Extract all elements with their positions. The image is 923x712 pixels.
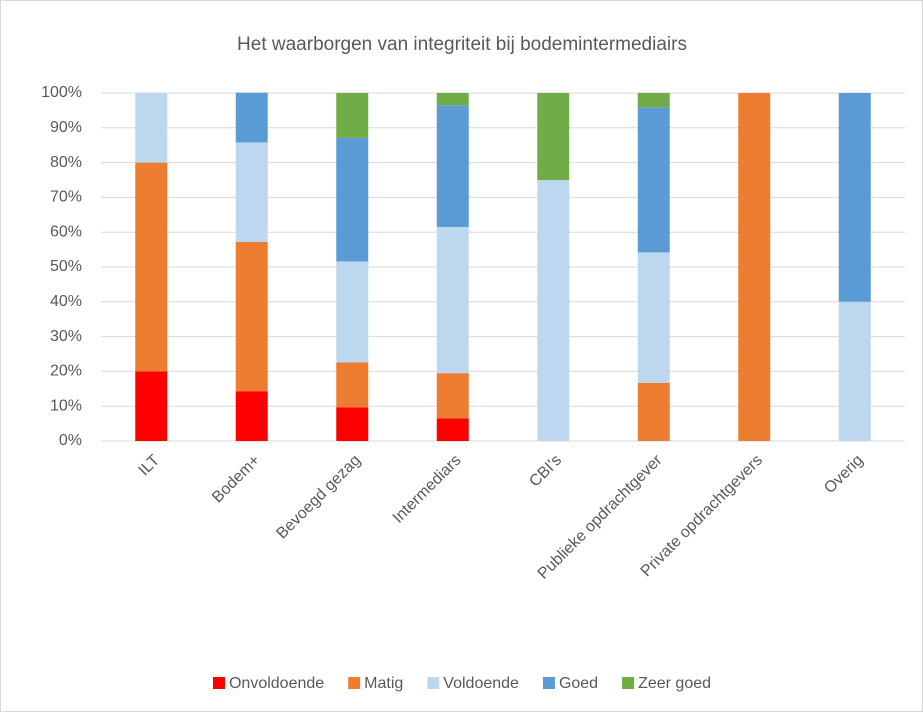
legend-label: Voldoende (443, 675, 519, 692)
legend: Onvoldoende Matig Voldoende Goed Zeer goed (212, 675, 711, 692)
bar-segment (336, 93, 369, 138)
y-tick-label: 40% (50, 293, 82, 310)
legend-label: Onvoldoende (229, 675, 324, 692)
bar-segment (838, 93, 871, 302)
bar-segment (235, 142, 268, 242)
y-tick-label: 100% (41, 84, 82, 101)
bar-segment (336, 137, 369, 262)
y-tick-label: 20% (50, 363, 82, 380)
bar-segment (235, 241, 268, 392)
bar-segment (436, 373, 469, 419)
y-tick-label: 90% (50, 119, 82, 136)
bar-segment (637, 382, 670, 441)
legend-label: Zeer goed (638, 675, 711, 692)
y-tick-label: 10% (50, 397, 82, 414)
legend-swatch (622, 677, 635, 689)
legend-label: Matig (364, 675, 403, 692)
bar-segment (135, 93, 168, 163)
legend-label: Goed (559, 675, 598, 692)
bar-segment (436, 418, 469, 441)
bar-segment (135, 371, 168, 441)
legend-swatch (542, 677, 555, 689)
bar-segment (135, 162, 168, 372)
bar-segment (838, 301, 871, 441)
bar-segment (637, 107, 670, 253)
y-tick-label: 70% (50, 189, 82, 206)
bar-segment (637, 252, 670, 383)
y-tick-label: 80% (50, 154, 82, 171)
y-tick-label: 60% (50, 223, 82, 240)
bar-segment (537, 93, 570, 180)
legend-swatch (212, 677, 225, 689)
y-tick-label: 30% (50, 328, 82, 345)
bar-segment (336, 407, 369, 441)
bar-segment (436, 226, 469, 374)
chart-title: Het waarborgen van integriteit bij bodem… (237, 34, 687, 55)
y-tick-label: 50% (50, 258, 82, 275)
bar-segment (336, 362, 369, 408)
bar-segment (637, 93, 670, 108)
bar-segment (336, 261, 369, 363)
bar-segment (235, 92, 268, 143)
bar-segment (436, 105, 469, 227)
legend-swatch (348, 677, 361, 689)
bar-segment (537, 180, 570, 441)
bar-segment (436, 93, 469, 106)
bar-segment (235, 391, 268, 441)
legend-swatch (427, 677, 440, 689)
y-tick-label: 0% (59, 432, 82, 449)
bar-segment (738, 93, 771, 441)
